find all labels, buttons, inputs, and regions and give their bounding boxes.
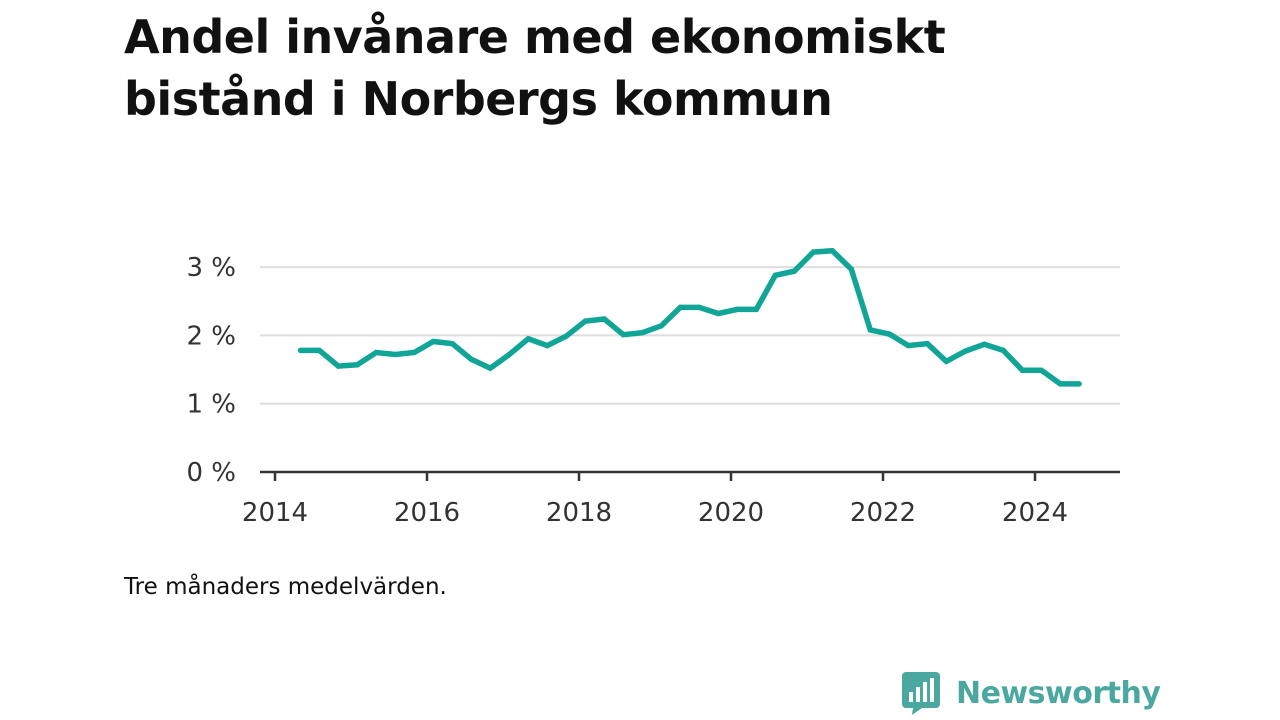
data-point [601, 316, 607, 322]
data-point [962, 348, 968, 354]
brand-logo: Newsworthy [900, 670, 1161, 716]
series-line [300, 247, 1080, 387]
data-point [658, 323, 664, 329]
x-axis [260, 470, 1120, 481]
data-point [620, 332, 626, 338]
data-point [981, 341, 987, 347]
data-point [430, 338, 436, 345]
x-tick-label: 2014 [242, 498, 308, 528]
data-point [1000, 347, 1006, 353]
y-tick-label: 2 % [186, 321, 236, 351]
data-point [734, 306, 740, 312]
brand-name: Newsworthy [956, 675, 1161, 711]
data-point [487, 365, 493, 371]
data-point [1076, 381, 1082, 387]
data-point [677, 304, 683, 310]
data-point [335, 363, 341, 369]
y-tick-label: 0 % [186, 458, 236, 488]
data-point [354, 362, 360, 368]
gridlines [260, 266, 1120, 405]
data-point [297, 347, 303, 353]
data-point [411, 349, 417, 356]
newsworthy-logo-icon [902, 672, 940, 715]
data-point [810, 249, 816, 255]
data-point [848, 266, 854, 272]
data-point [696, 304, 702, 310]
data-point [468, 356, 474, 362]
chart-note: Tre månaders medelvärden. [124, 574, 447, 600]
data-point [886, 331, 892, 337]
x-tick-labels: 2014 2016 2018 2020 2022 2024 [242, 498, 1068, 528]
y-tick-labels: 0 % 1 % 2 % 3 % [186, 253, 236, 488]
data-points [297, 248, 1082, 387]
x-tick-label: 2018 [546, 498, 612, 528]
data-point [639, 330, 645, 336]
data-point [943, 358, 949, 364]
data-point [525, 336, 531, 342]
data-point [829, 248, 835, 254]
data-point [753, 306, 759, 312]
data-point [924, 341, 930, 347]
y-tick-label: 1 % [186, 390, 236, 420]
x-tick-label: 2016 [394, 498, 460, 528]
y-tick-label: 3 % [186, 253, 236, 283]
x-tick-label: 2024 [1002, 498, 1068, 528]
data-point [582, 318, 588, 324]
data-point [867, 327, 873, 333]
data-point [544, 343, 550, 349]
series-layer [300, 247, 1080, 387]
x-tick-label: 2022 [850, 498, 916, 528]
data-point [715, 310, 721, 317]
data-point [772, 272, 778, 278]
data-point [449, 341, 455, 347]
data-point [392, 351, 398, 358]
data-point [1057, 381, 1063, 387]
data-point [905, 343, 911, 349]
data-point [506, 351, 512, 358]
data-point [791, 268, 797, 274]
data-point [373, 349, 379, 356]
x-tick-label: 2020 [698, 498, 764, 528]
data-point [563, 333, 569, 339]
data-point [1038, 367, 1044, 373]
data-point [1019, 367, 1025, 373]
data-point [316, 347, 322, 353]
chart-title: Andel invånare med ekonomiskt bistånd i … [124, 10, 946, 126]
